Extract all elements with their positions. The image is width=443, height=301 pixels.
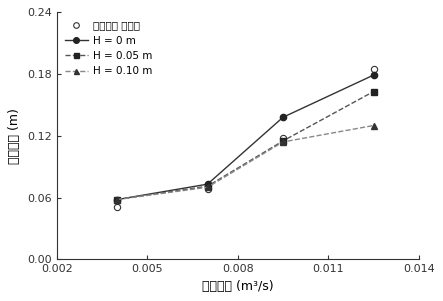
H = 0 m	[280, 116, 286, 119]
감세장치 미설치	[280, 136, 286, 140]
H = 0.10 m	[280, 140, 286, 144]
H = 0 m	[371, 73, 376, 77]
H = 0.05 m	[114, 198, 120, 201]
H = 0 m	[114, 198, 120, 201]
감세장치 미설치	[371, 67, 376, 71]
H = 0.10 m	[114, 198, 120, 201]
H = 0.05 m	[371, 90, 376, 93]
H = 0.10 m	[371, 124, 376, 127]
감세장치 미설치	[205, 188, 210, 191]
Line: H = 0 m: H = 0 m	[114, 72, 377, 203]
Legend: 감세장치 미설치, H = 0 m, H = 0.05 m, H = 0.10 m: 감세장치 미설치, H = 0 m, H = 0.05 m, H = 0.10 …	[62, 17, 155, 79]
H = 0.05 m	[205, 185, 210, 188]
H = 0.10 m	[205, 185, 210, 189]
감세장치 미설치	[114, 205, 120, 209]
Line: H = 0.10 m: H = 0.10 m	[114, 123, 376, 202]
Line: H = 0.05 m: H = 0.05 m	[114, 89, 376, 202]
H = 0 m	[205, 182, 210, 186]
H = 0.05 m	[280, 139, 286, 143]
Line: 감세장치 미설치: 감세장치 미설치	[114, 66, 377, 210]
Y-axis label: 손실수두 (m): 손실수두 (m)	[8, 108, 21, 164]
X-axis label: 유입유량 (m³/s): 유입유량 (m³/s)	[202, 280, 273, 293]
